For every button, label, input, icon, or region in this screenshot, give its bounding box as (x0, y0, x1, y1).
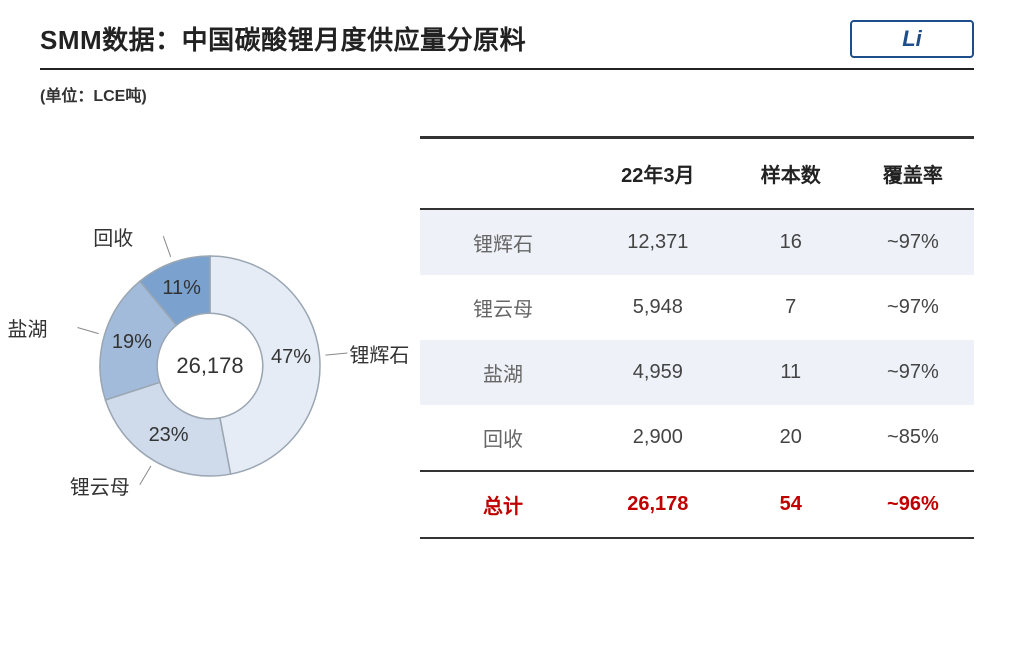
total-cell: 54 (730, 471, 852, 538)
page-title: SMM数据：中国碳酸锂月度供应量分原料 (40, 20, 526, 57)
element-badge: Li (850, 20, 974, 58)
cell: 20 (730, 405, 852, 471)
slice-percent-label: 19% (112, 331, 152, 354)
cell: ~97% (852, 275, 974, 340)
table-row: 锂云母5,9487~97% (420, 275, 974, 340)
leader-line (163, 236, 170, 257)
cell: 5,948 (586, 275, 730, 340)
total-cell: ~96% (852, 471, 974, 538)
cell: 7 (730, 275, 852, 340)
cell: ~85% (852, 405, 974, 471)
col-header-period: 22年3月 (586, 138, 730, 210)
unit-label: (单位：LCE吨) (40, 82, 974, 106)
col-header-samples: 样本数 (730, 138, 852, 210)
slice-percent-label: 47% (271, 346, 311, 369)
slice-name-label: 回收 (93, 222, 133, 251)
content-row: 47%锂辉石23%锂云母19%盐湖11%回收26,178 22年3月 样本数 覆… (40, 136, 974, 556)
col-header-coverage: 覆盖率 (852, 138, 974, 210)
row-label: 锂云母 (420, 275, 586, 340)
table-head: 22年3月 样本数 覆盖率 (420, 138, 974, 210)
cell: ~97% (852, 340, 974, 405)
table-body: 锂辉石12,37116~97%锂云母5,9487~97%盐湖4,95911~97… (420, 209, 974, 538)
leader-line (140, 466, 151, 485)
cell: ~97% (852, 209, 974, 275)
data-table: 22年3月 样本数 覆盖率 锂辉石12,37116~97%锂云母5,9487~9… (420, 136, 974, 539)
row-label: 锂辉石 (420, 209, 586, 275)
donut-chart: 47%锂辉石23%锂云母19%盐湖11%回收26,178 (40, 136, 380, 556)
leader-line (325, 353, 347, 355)
page-root: SMM数据：中国碳酸锂月度供应量分原料 Li (单位：LCE吨) 47%锂辉石2… (0, 0, 1014, 655)
row-label: 盐湖 (420, 340, 586, 405)
cell: 12,371 (586, 209, 730, 275)
table-row: 盐湖4,95911~97% (420, 340, 974, 405)
table-header-row: 22年3月 样本数 覆盖率 (420, 138, 974, 210)
cell: 11 (730, 340, 852, 405)
cell: 4,959 (586, 340, 730, 405)
cell: 16 (730, 209, 852, 275)
total-cell: 26,178 (586, 471, 730, 538)
leader-line (77, 327, 98, 333)
donut-chart-column: 47%锂辉石23%锂云母19%盐湖11%回收26,178 (40, 136, 400, 556)
slice-name-label: 盐湖 (7, 313, 47, 342)
slice-name-label: 锂云母 (70, 471, 130, 500)
slice-percent-label: 11% (162, 277, 201, 300)
table-row: 回收2,90020~85% (420, 405, 974, 471)
slice-name-label: 锂辉石 (349, 339, 409, 368)
slice-percent-label: 23% (149, 424, 189, 447)
data-table-column: 22年3月 样本数 覆盖率 锂辉石12,37116~97%锂云母5,9487~9… (420, 136, 974, 556)
header-row: SMM数据：中国碳酸锂月度供应量分原料 Li (40, 20, 974, 58)
cell: 2,900 (586, 405, 730, 471)
table-total-row: 总计26,17854~96% (420, 471, 974, 538)
table-row: 锂辉石12,37116~97% (420, 209, 974, 275)
col-header-blank (420, 138, 586, 210)
row-label: 回收 (420, 405, 586, 471)
total-label: 总计 (420, 471, 586, 538)
title-divider (40, 68, 974, 70)
donut-center-value: 26,178 (176, 353, 243, 379)
